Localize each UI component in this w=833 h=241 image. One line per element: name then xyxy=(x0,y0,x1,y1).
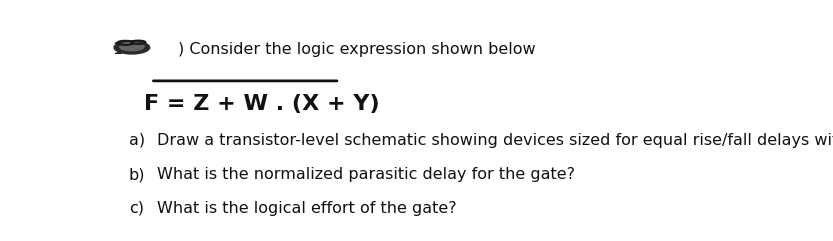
Text: 1.: 1. xyxy=(112,42,127,57)
Text: a): a) xyxy=(128,133,145,148)
Text: ) Consider the logic expression shown below: ) Consider the logic expression shown be… xyxy=(178,42,536,57)
Text: F = Z + W . (X + Y): F = Z + W . (X + Y) xyxy=(144,94,380,114)
Ellipse shape xyxy=(120,42,144,51)
Text: c): c) xyxy=(128,201,143,215)
Text: Draw a transistor-level schematic showing devices sized for equal rise/fall dela: Draw a transistor-level schematic showin… xyxy=(157,133,833,148)
Text: What is the logical effort of the gate?: What is the logical effort of the gate? xyxy=(157,201,456,215)
Ellipse shape xyxy=(114,41,150,54)
Text: What is the normalized parasitic delay for the gate?: What is the normalized parasitic delay f… xyxy=(157,167,575,182)
Text: b): b) xyxy=(128,167,145,182)
